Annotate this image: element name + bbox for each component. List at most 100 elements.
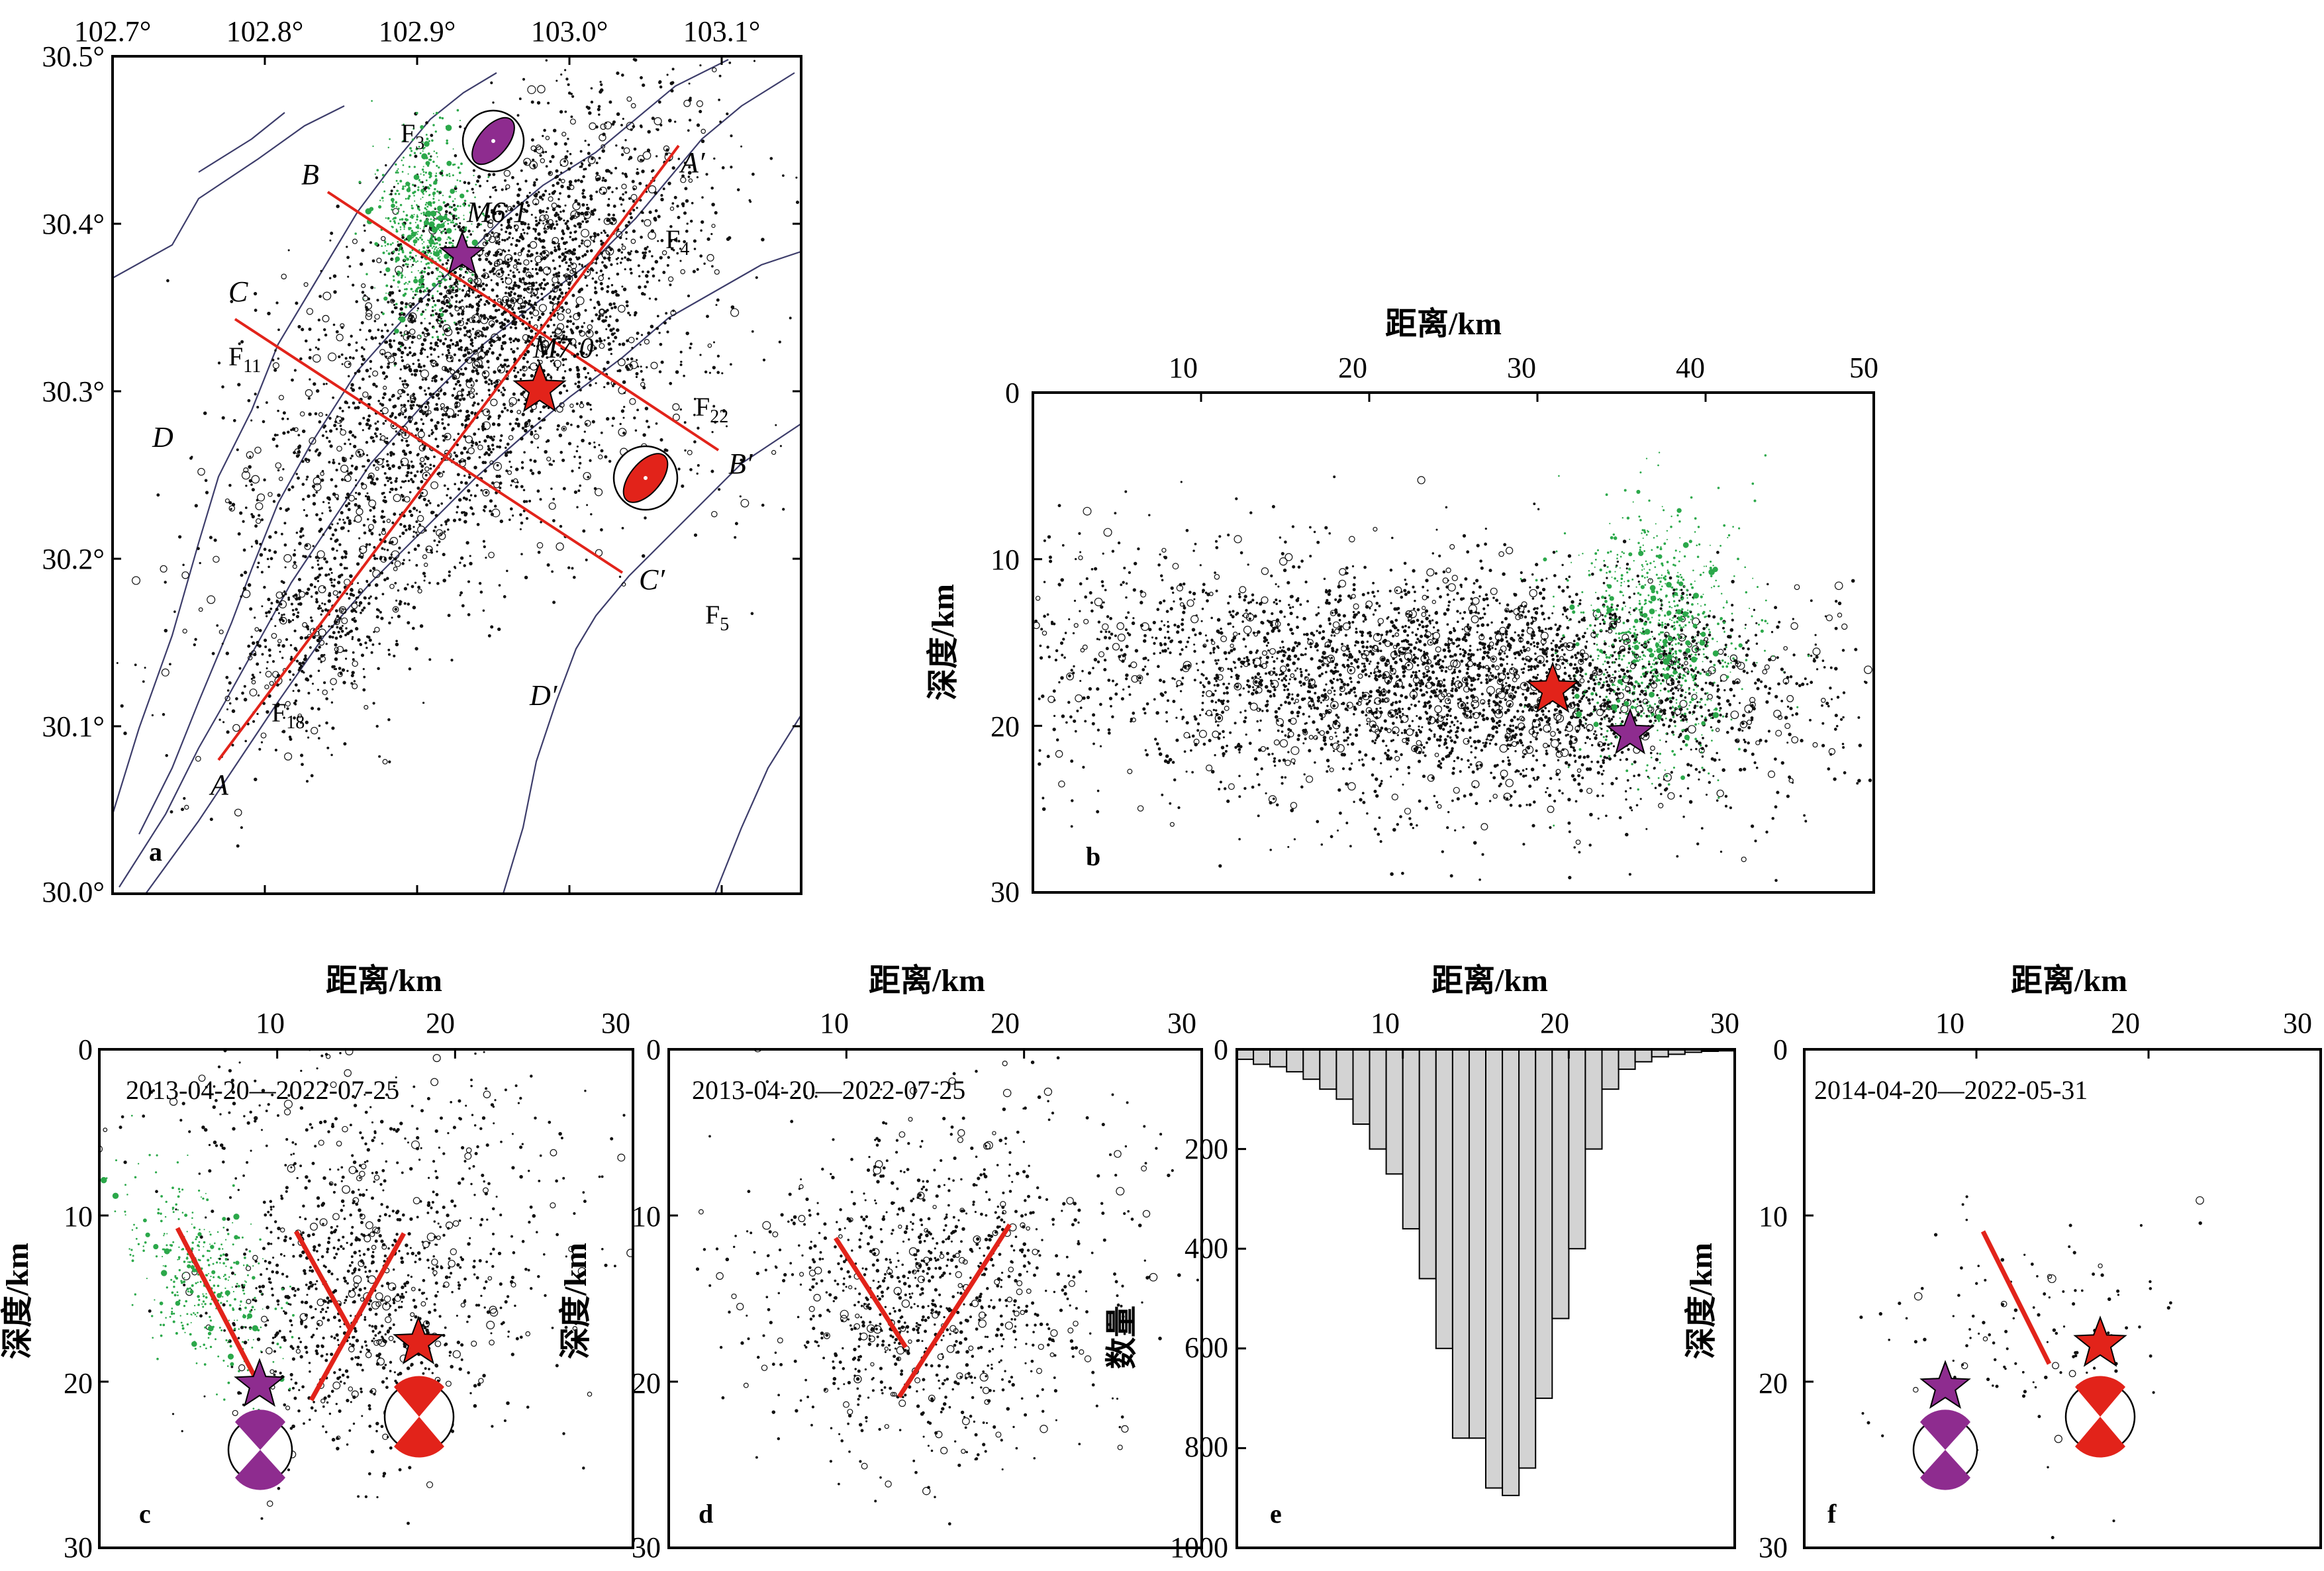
event-dot: [436, 236, 442, 242]
event-dot: [329, 444, 333, 448]
event-dot: [552, 287, 558, 293]
event-dot: [554, 359, 561, 368]
event-dot: [85, 579, 87, 581]
event-dot: [488, 378, 491, 381]
event-dot: [501, 281, 505, 283]
event-dot: [374, 173, 376, 175]
event-dot: [258, 629, 262, 632]
event-dot: [273, 368, 277, 372]
event-dot: [510, 484, 512, 487]
event-dot: [579, 330, 585, 337]
event-dot: [277, 328, 280, 331]
event-dot: [597, 105, 601, 109]
event-dot: [1823, 666, 1826, 669]
event-dot: [346, 246, 348, 248]
event-dot: [401, 413, 405, 416]
event-dot: [509, 409, 514, 414]
event-dot: [656, 314, 659, 318]
event-dot: [462, 276, 465, 279]
event-dot: [409, 154, 412, 157]
event-dot: [414, 421, 418, 425]
event-dot: [501, 312, 505, 316]
event-dot: [438, 199, 440, 201]
event-dot: [459, 460, 466, 467]
event-dot: [414, 231, 418, 234]
event-dot: [640, 334, 644, 336]
event-dot: [586, 504, 589, 506]
event-dot: [421, 243, 423, 245]
event-dot: [414, 531, 418, 534]
event-dot: [266, 710, 269, 714]
event-dot: [1349, 669, 1353, 672]
event-dot: [304, 543, 311, 550]
event-dot: [671, 68, 675, 71]
event-dot: [655, 422, 658, 425]
event-dot: [557, 216, 561, 219]
event-dot: [505, 226, 510, 230]
event-dot: [287, 596, 290, 599]
event-dot: [498, 584, 501, 587]
event-dot: [315, 600, 319, 604]
event-dot: [475, 309, 479, 312]
event-dot: [581, 254, 585, 258]
event-dot: [461, 422, 464, 426]
event-dot: [351, 671, 355, 675]
event-dot: [364, 469, 367, 472]
event-dot: [356, 596, 360, 599]
event-dot: [550, 251, 554, 255]
event-dot: [230, 508, 232, 510]
event-dot: [626, 258, 630, 262]
event-dot: [409, 259, 412, 261]
event-dot: [330, 701, 334, 704]
event-dot: [490, 512, 495, 516]
event-dot: [683, 374, 685, 377]
event-dot: [251, 488, 255, 492]
event-dot: [386, 437, 389, 440]
event-dot: [487, 176, 490, 178]
event-dot: [427, 201, 432, 206]
event-dot: [318, 604, 321, 608]
event-dot: [311, 726, 318, 735]
event-dot: [628, 197, 631, 200]
event-dot: [320, 661, 322, 663]
event-dot: [506, 442, 510, 446]
event-dot: [539, 211, 542, 214]
event-dot: [412, 352, 416, 356]
event-dot: [318, 529, 322, 533]
event-dot: [281, 595, 285, 598]
event-dot: [586, 207, 590, 211]
event-dot: [460, 481, 463, 485]
event-dot: [425, 328, 429, 332]
event-dot: [264, 684, 269, 690]
event-dot: [706, 237, 710, 241]
event-dot: [405, 474, 409, 477]
event-dot: [366, 459, 370, 463]
event-dot: [504, 179, 507, 182]
event-dot: [405, 440, 409, 443]
event-dot: [616, 328, 620, 332]
event-dot: [328, 506, 331, 509]
event-dot: [576, 325, 579, 329]
event-dot: [611, 424, 614, 427]
event-dot: [577, 222, 580, 226]
event-dot: [505, 184, 510, 189]
event-dot: [621, 243, 624, 246]
event-dot: [447, 349, 450, 352]
event-dot: [444, 253, 450, 260]
event-dot: [471, 512, 475, 516]
event-dot: [286, 418, 289, 420]
event-dot: [472, 230, 474, 232]
event-dot: [524, 340, 528, 344]
event-dot: [406, 353, 410, 357]
event-dot: [808, 467, 811, 470]
event-dot: [247, 583, 252, 587]
event-dot: [616, 112, 620, 117]
event-dot: [565, 325, 569, 328]
event-dot: [624, 191, 628, 194]
event-dot: [679, 363, 683, 366]
event-dot: [301, 459, 305, 463]
event-dot: [305, 544, 309, 547]
event-dot: [123, 731, 127, 736]
event-dot: [353, 519, 356, 522]
event-dot: [375, 385, 378, 388]
